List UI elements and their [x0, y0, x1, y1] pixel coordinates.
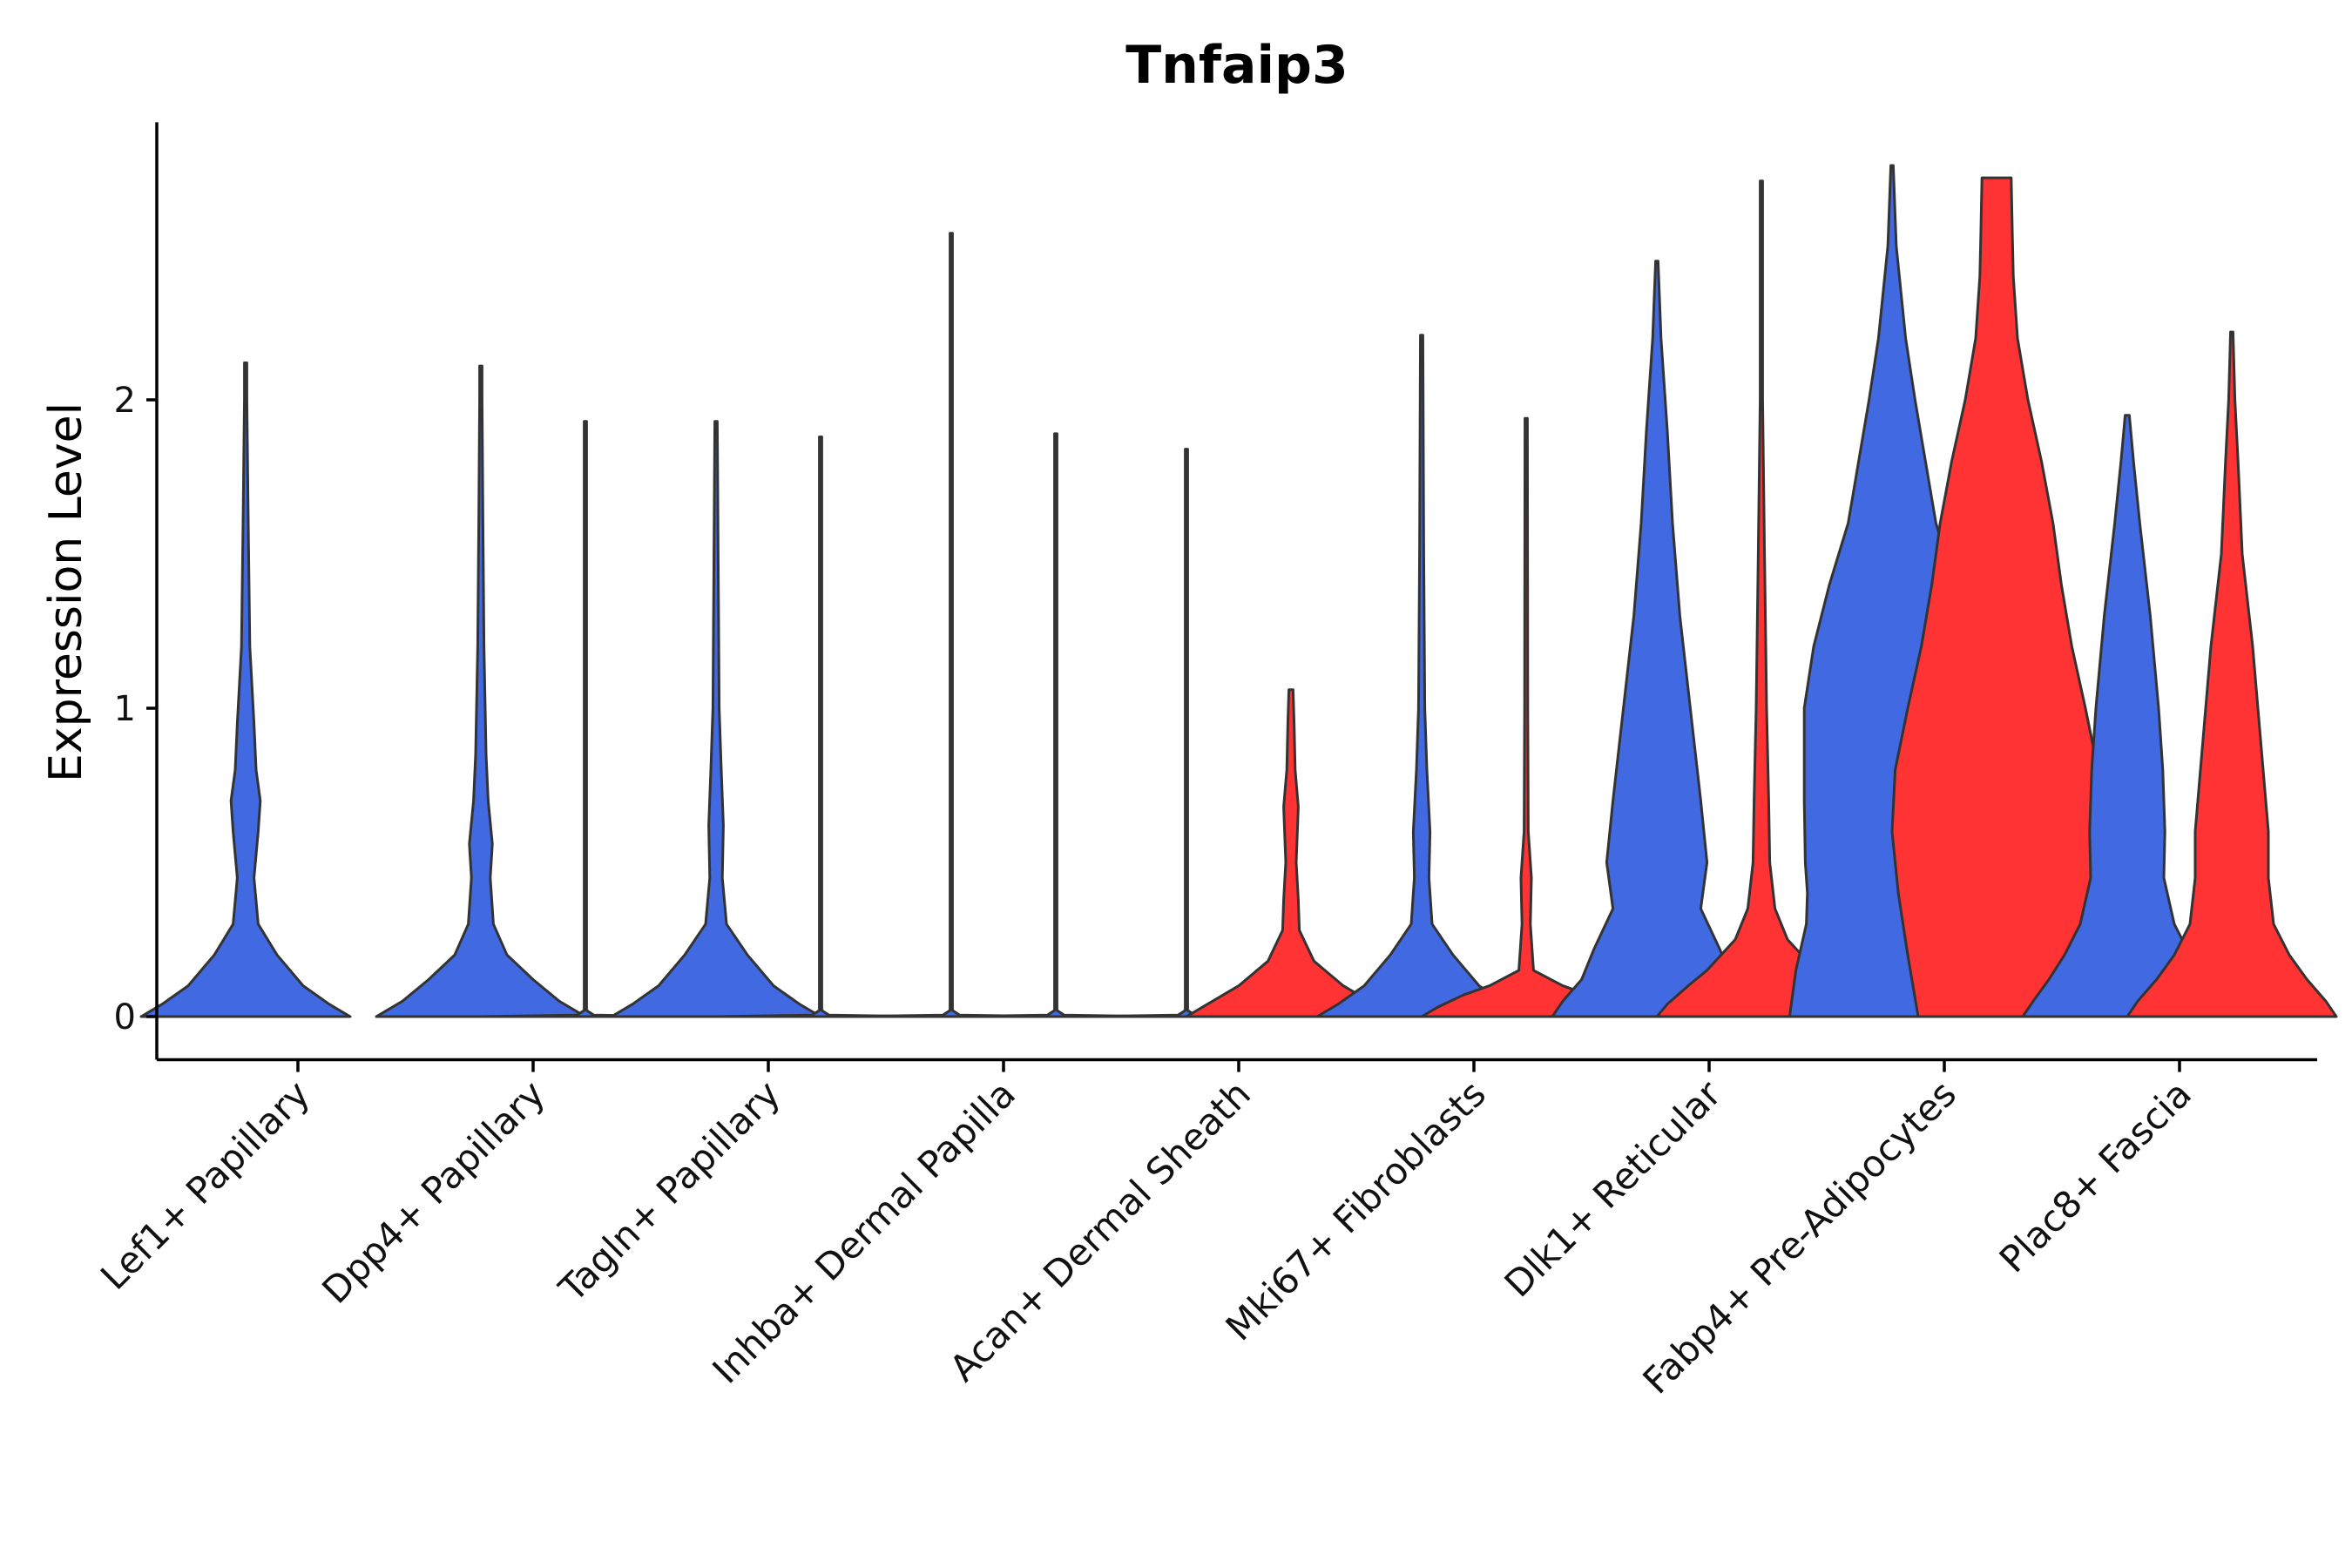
violin-acan-dermal-sheath-right — [1185, 688, 1397, 1018]
axes-layer — [155, 122, 2317, 1062]
x-tick-label: Plac8+ Fascia — [1991, 1072, 2200, 1281]
y-ticks: 0 1 2 — [114, 381, 157, 1037]
violin-plac8-fascia-right — [2126, 330, 2338, 1018]
violins-layer — [139, 164, 2338, 1018]
violin-mki67-fibroblasts-left — [1315, 334, 1528, 1018]
x-tick-label: Dlk1+ Reticular — [1497, 1071, 1730, 1305]
violin-dlk1-reticular-left — [1551, 260, 1763, 1018]
violin-inhba-dermal-papilla-right — [950, 432, 1162, 1018]
violin-lef1-papillary-left — [139, 362, 352, 1018]
y-axis-label: Expression Level — [40, 402, 92, 782]
violin-mki67-fibroblasts-right — [1420, 416, 1632, 1018]
y-tick-label: 0 — [114, 997, 136, 1037]
violin-tagln-papillary-right — [714, 436, 927, 1018]
x-tick-label: Tagln+ Papillary — [551, 1072, 788, 1310]
chart-title: Tnfaip3 — [1125, 35, 1348, 96]
x-tick-label: Lef1+ Papillary — [92, 1072, 318, 1298]
violin-inhba-dermal-papilla-left — [845, 232, 1058, 1018]
y-tick-label: 1 — [114, 689, 136, 729]
x-tick-label: Mki67+ Fibroblasts — [1218, 1072, 1494, 1348]
y-tick-label: 2 — [114, 381, 136, 421]
violin-dpp4-papillary-left — [375, 364, 587, 1018]
violin-acan-dermal-sheath-left — [1080, 448, 1293, 1018]
x-tick-label: Dpp4+ Papillary — [314, 1072, 553, 1312]
violin-tagln-papillary-left — [610, 420, 822, 1018]
violin-dpp4-papillary-right — [479, 420, 692, 1018]
